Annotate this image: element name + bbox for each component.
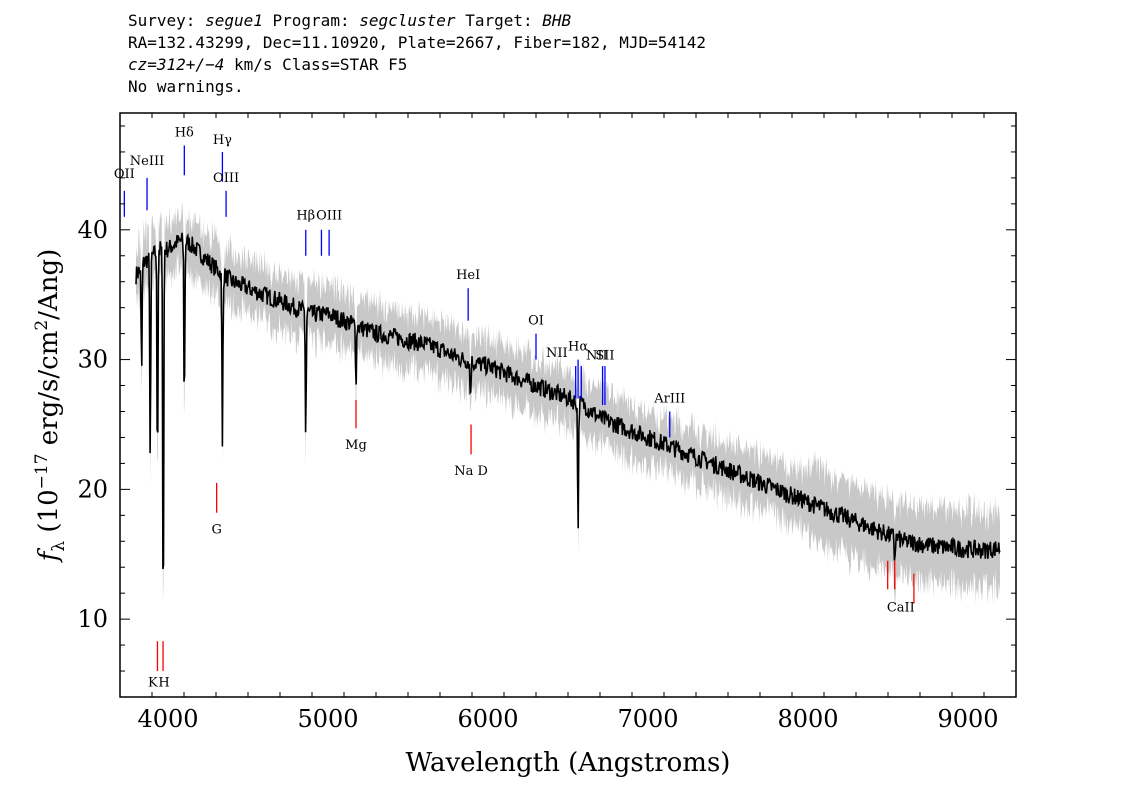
target-value: BHB bbox=[542, 11, 572, 30]
y-title-part: /Ang) bbox=[34, 249, 64, 320]
header-line-4: No warnings. bbox=[128, 77, 244, 96]
line-label: G bbox=[211, 522, 221, 537]
line-label: OIII bbox=[213, 171, 239, 186]
line-label: H bbox=[158, 676, 169, 691]
survey-value: segue1 bbox=[205, 11, 263, 30]
class-text: km/s Class=STAR F5 bbox=[224, 55, 408, 74]
spectrum-header: Survey: segue1 Program: segcluster Targe… bbox=[128, 10, 706, 98]
y-tick-label: 20 bbox=[77, 475, 108, 503]
axes: 4000 5000 6000 7000 8000 9000 10 20 30 40 bbox=[77, 112, 1017, 733]
x-axis-title: Wavelength (Angstroms) bbox=[406, 748, 731, 778]
line-label: NeIII bbox=[130, 154, 164, 169]
x-tick-label: 6000 bbox=[457, 705, 518, 733]
header-line-3: cz=312+/−4 km/s Class=STAR F5 bbox=[128, 54, 706, 76]
y-title-part: (10 bbox=[34, 489, 64, 541]
line-label: Hβ bbox=[296, 208, 315, 223]
line-label: HeI bbox=[456, 268, 480, 283]
line-label: OI bbox=[528, 314, 544, 329]
line-label: OII bbox=[114, 167, 135, 182]
x-tick-label: 8000 bbox=[777, 705, 838, 733]
y-title-part: −17 bbox=[32, 453, 52, 489]
y-title-part: erg/s/cm bbox=[34, 331, 64, 454]
x-tick-label: 5000 bbox=[297, 705, 358, 733]
line-label: ArIII bbox=[653, 391, 685, 406]
x-tick-label: 4000 bbox=[137, 705, 198, 733]
program-value: segcluster bbox=[359, 11, 456, 30]
line-label: SII bbox=[595, 349, 614, 364]
axis-titles: Wavelength (Angstroms) fλ (10−17 erg/s/cm… bbox=[32, 249, 730, 778]
survey-label: Survey: bbox=[128, 11, 196, 30]
line-label: Hδ bbox=[175, 125, 194, 140]
target-label: Target: bbox=[465, 11, 533, 30]
redshift-value: cz=312+/−4 bbox=[128, 55, 225, 74]
y-tick-label: 30 bbox=[77, 346, 108, 374]
program-label: Program: bbox=[272, 11, 350, 30]
y-axis-title: fλ (10−17 erg/s/cm2/Ang) bbox=[32, 249, 69, 564]
y-tick-label: 10 bbox=[77, 605, 108, 633]
line-label: CaII bbox=[887, 600, 915, 615]
header-line-1: Survey: segue1 Program: segcluster Targe… bbox=[128, 10, 706, 32]
line-label: Mg bbox=[345, 438, 367, 453]
y-title-part: λ bbox=[49, 541, 69, 552]
line-label: K bbox=[148, 676, 158, 691]
line-label: Na D bbox=[454, 464, 488, 479]
flux-series bbox=[135, 232, 1001, 570]
x-tick-label: 9000 bbox=[937, 705, 998, 733]
header-line-2: RA=132.43299, Dec=11.10920, Plate=2667, … bbox=[128, 33, 706, 52]
line-label: OIII bbox=[316, 208, 342, 223]
y-tick-label: 40 bbox=[77, 216, 108, 244]
line-label: Hα bbox=[568, 339, 588, 354]
y-title-part: 2 bbox=[32, 320, 52, 331]
line-label: Hγ bbox=[213, 133, 232, 148]
x-tick-label: 7000 bbox=[617, 705, 678, 733]
flux-line bbox=[135, 232, 1001, 570]
line-label: NII bbox=[586, 349, 608, 364]
line-label: NII bbox=[546, 346, 568, 361]
